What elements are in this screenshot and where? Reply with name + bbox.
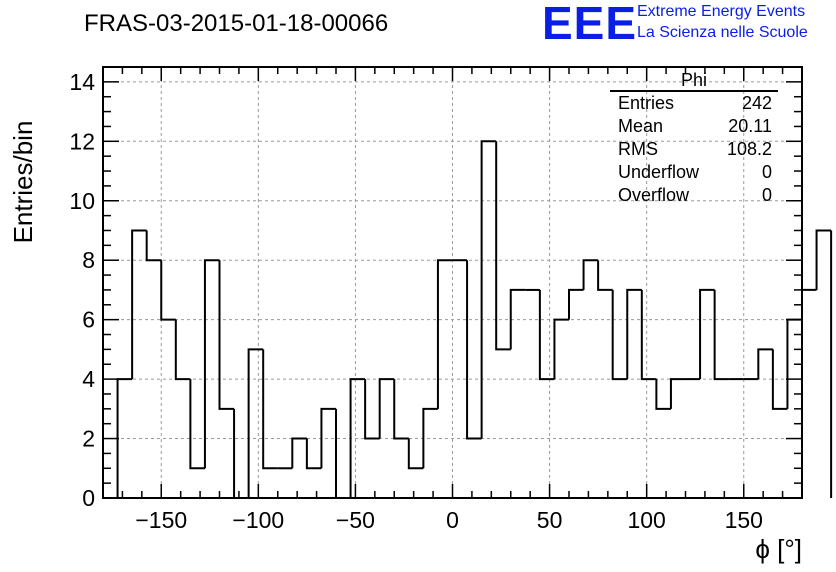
stats-box: Phi Entries 242 Mean 20.11 RMS 108.2 Underflow… [610, 70, 778, 207]
histogram-bin [495, 141, 511, 351]
y-tick-label: 10 [69, 188, 95, 214]
y-tick-label: 8 [82, 247, 95, 273]
stats-row: Entries 242 [610, 92, 778, 115]
stats-value: 0 [761, 162, 772, 182]
stats-label: Overflow [618, 185, 690, 205]
histogram-bin [655, 379, 671, 410]
stats-value: 108.2 [726, 139, 772, 159]
histogram-bin [553, 318, 569, 380]
y-tick-label: 0 [82, 485, 95, 511]
stats-value: 242 [741, 93, 772, 113]
x-tick-label: −150 [135, 507, 187, 533]
histogram-bin [145, 230, 162, 262]
stats-label: RMS [618, 139, 658, 159]
histogram-bin [233, 408, 249, 499]
x-axis-ticks: −150 −100 −50 0 50 100 150 [121, 67, 784, 533]
x-tick-label: 50 [537, 507, 563, 533]
stats-label: Underflow [618, 162, 700, 182]
x-tick-label: 100 [627, 507, 665, 533]
x-axis-label: ϕ [°] [755, 534, 802, 564]
logo-line-1: Extreme Energy Events [637, 3, 806, 20]
stats-title: Phi [610, 70, 778, 92]
histogram-bin [713, 289, 730, 381]
stats-value: 0 [761, 185, 772, 205]
histogram-bin [669, 378, 686, 409]
logo-line-2: La Scienza nelle Scuole [637, 24, 808, 41]
histogram-bin [262, 349, 278, 470]
histogram-bin [218, 260, 235, 410]
histogram-bin [247, 348, 264, 498]
histogram-bin [407, 438, 424, 470]
histogram-bin [568, 288, 584, 320]
stats-label: Entries [618, 93, 675, 113]
histogram-bin [422, 407, 438, 469]
histogram-bin [757, 348, 773, 380]
x-tick-label: 150 [725, 507, 763, 533]
histogram-bin [801, 288, 817, 320]
y-axis-ticks: 0 2 4 6 8 10 12 14 [69, 66, 802, 511]
stats-rows: Entries 242 Mean 20.11 RMS 108.2 Underflow 0 Ove… [610, 92, 778, 207]
stats-row: Underflow 0 [610, 161, 778, 184]
chart-title: FRAS-03-2015-01-18-00066 [84, 10, 389, 37]
histogram-bin [189, 379, 205, 470]
histogram-bin [611, 289, 628, 381]
y-axis-label: Entries/bin [8, 121, 38, 244]
histogram-bin [582, 259, 599, 290]
histogram-bin [393, 379, 409, 440]
histogram-bin [815, 229, 832, 290]
stats-row: RMS 108.2 [610, 138, 778, 161]
y-tick-label: 2 [82, 426, 95, 452]
stats-value: 20.11 [728, 116, 772, 136]
x-tick-label: 0 [446, 507, 459, 533]
y-tick-label: 6 [82, 307, 95, 333]
histogram-bin [538, 289, 555, 381]
histogram-bin [305, 438, 322, 470]
histogram-bin [320, 407, 336, 469]
histogram-bin [436, 259, 453, 409]
stats-row: Mean 20.11 [610, 115, 778, 138]
y-tick-label: 12 [69, 128, 95, 154]
histogram-bin [174, 319, 191, 381]
histogram-bin [509, 288, 526, 350]
histogram-bin [291, 437, 307, 469]
stats-row: Overflow 0 [610, 184, 778, 207]
histogram-bin [160, 260, 176, 321]
histogram-bin [597, 260, 613, 291]
histogram-bin [335, 408, 351, 499]
histogram-bin [378, 378, 395, 439]
histogram-bin [640, 289, 657, 381]
x-tick-label: −50 [336, 507, 375, 533]
histogram-bin [699, 288, 715, 380]
y-tick-label: 4 [82, 366, 95, 392]
histogram-bin [771, 349, 788, 410]
eee-logo: EEE [542, 0, 638, 49]
x-tick-label: −100 [232, 507, 284, 533]
histogram-bin [203, 259, 220, 469]
histogram-bin [349, 378, 366, 498]
y-tick-label: 14 [69, 69, 95, 95]
histogram-bin [131, 229, 147, 380]
histogram-bin [466, 260, 482, 440]
histogram-bin [626, 288, 642, 380]
stats-label: Mean [618, 116, 664, 136]
histogram-bin [480, 140, 497, 439]
histogram-bin [364, 379, 380, 440]
